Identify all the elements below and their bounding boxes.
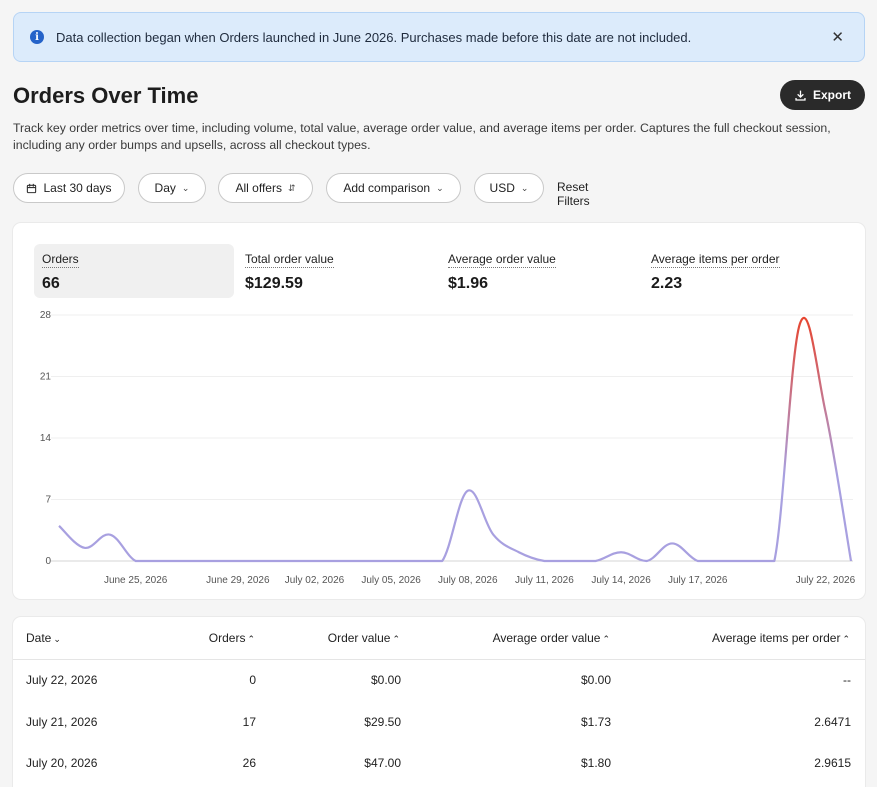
- metric-average-order-value[interactable]: Average order value $1.96: [440, 244, 640, 298]
- granularity-label: Day: [154, 181, 176, 195]
- cell-average-order-value: $0.00: [580, 673, 611, 687]
- x-tick-label: July 22, 2026: [796, 575, 856, 586]
- chevron-down-icon: ⌄: [436, 182, 444, 193]
- column-header-order-value[interactable]: Order value ⌃: [328, 631, 400, 645]
- info-banner: i Data collection began when Orders laun…: [13, 12, 865, 62]
- cell-order-value: $29.50: [364, 715, 401, 729]
- sort-toggle-icon: ⇵: [287, 182, 296, 193]
- cell-average-order-value: $1.73: [580, 715, 611, 729]
- export-button[interactable]: Export: [779, 80, 865, 110]
- table-header-divider: [13, 659, 865, 660]
- orders-line-chart: 0 7 14 21 28 June 25, 2026 June 29, 2026 July 0…: [40, 310, 856, 586]
- page-title: Orders Over Time: [13, 83, 199, 108]
- cell-average-order-value: $1.80: [580, 756, 611, 770]
- chevron-down-icon: ⌄: [520, 182, 529, 193]
- y-tick-label: 0: [45, 556, 51, 567]
- reset-filters-button[interactable]: Reset Filters: [557, 180, 590, 208]
- cell-average-items: 2.6471: [814, 715, 851, 729]
- column-header-orders[interactable]: Orders ⌃: [209, 631, 255, 645]
- y-tick-label: 21: [40, 372, 52, 383]
- x-tick-label: July 08, 2026: [438, 575, 498, 586]
- table-row: July 21, 2026 17 $29.50 $1.73 2.6471: [13, 715, 865, 756]
- metrics-chart-card: Orders 66 Total order value $129.59 Aver…: [13, 223, 865, 599]
- table-row: July 20, 2026 26 $47.00 $1.80 2.9615: [13, 756, 865, 787]
- cell-orders: 0: [249, 673, 256, 687]
- offers-label: All offers: [235, 181, 282, 195]
- metric-value: 66: [42, 275, 60, 292]
- sort-asc-icon: ⌃: [602, 634, 610, 644]
- table-row: July 22, 2026 0 $0.00 $0.00 --: [13, 673, 865, 714]
- cell-orders: 17: [242, 715, 256, 729]
- x-tick-label: June 25, 2026: [104, 575, 168, 586]
- page-description: Track key order metrics over time, inclu…: [13, 121, 831, 152]
- metric-label: Orders: [42, 252, 79, 268]
- close-icon[interactable]: ✕: [831, 29, 844, 46]
- comparison-label: Add comparison: [343, 181, 431, 195]
- metric-value: 2.23: [651, 275, 683, 292]
- metric-average-items-per-order[interactable]: Average items per order 2.23: [643, 244, 843, 298]
- metric-label: Average order value: [448, 252, 556, 268]
- column-header-label: Orders: [208, 631, 246, 645]
- currency-select[interactable]: USD ⌄: [474, 173, 544, 203]
- cell-order-value: $0.00: [370, 673, 401, 687]
- calendar-icon: [27, 183, 37, 193]
- date-range-filter[interactable]: Last 30 days: [13, 173, 125, 203]
- orders-table: Date ⌄ Orders ⌃ Order value ⌃ Average order…: [13, 617, 865, 787]
- cell-date: July 21, 2026: [26, 715, 98, 729]
- metric-label: Average items per order: [651, 252, 780, 268]
- column-header-label: Average order value: [492, 631, 601, 645]
- cell-average-items: 2.9615: [814, 756, 851, 770]
- column-header-average-items[interactable]: Average items per order ⌃: [712, 631, 850, 645]
- x-tick-label: July 17, 2026: [668, 575, 728, 586]
- currency-label: USD: [489, 181, 515, 195]
- export-label: Export: [812, 88, 851, 102]
- offers-select[interactable]: All offers ⇵: [218, 173, 313, 203]
- x-tick-label: June 29, 2026: [206, 575, 270, 586]
- cell-order-value: $47.00: [364, 756, 401, 770]
- metric-orders[interactable]: Orders 66: [34, 244, 234, 298]
- metric-value: $1.96: [448, 275, 489, 292]
- cell-orders: 26: [242, 756, 256, 770]
- x-tick-label: July 11, 2026: [515, 575, 574, 586]
- orders-series-line: [58, 316, 853, 563]
- download-icon: [795, 90, 806, 101]
- cell-date: July 20, 2026: [26, 756, 98, 770]
- info-icon: i: [30, 30, 44, 44]
- comparison-select[interactable]: Add comparison ⌄: [326, 173, 461, 203]
- column-header-label: Date: [26, 631, 52, 645]
- x-tick-label: July 14, 2026: [591, 575, 651, 586]
- x-tick-label: July 05, 2026: [361, 575, 421, 586]
- y-tick-label: 28: [40, 310, 52, 321]
- sort-asc-icon: ⌃: [392, 634, 400, 644]
- y-tick-label: 7: [45, 495, 51, 506]
- x-tick-label: July 02, 2026: [285, 575, 345, 586]
- date-range-label: Last 30 days: [43, 181, 112, 195]
- column-header-label: Order value: [327, 631, 391, 645]
- column-header-label: Average items per order: [711, 631, 841, 645]
- cell-date: July 22, 2026: [26, 673, 98, 687]
- metric-label: Total order value: [245, 252, 334, 268]
- sort-asc-icon: ⌃: [247, 634, 255, 644]
- chevron-down-icon: ⌄: [181, 182, 190, 193]
- y-tick-label: 14: [40, 433, 52, 444]
- cell-average-items: --: [843, 673, 851, 687]
- banner-message: Data collection began when Orders launch…: [56, 29, 692, 45]
- column-header-date[interactable]: Date ⌄: [26, 631, 61, 645]
- metric-value: $129.59: [245, 275, 303, 292]
- metric-total-order-value[interactable]: Total order value $129.59: [237, 244, 437, 298]
- sort-desc-icon: ⌄: [53, 634, 61, 644]
- granularity-select[interactable]: Day ⌄: [138, 173, 206, 203]
- column-header-average-order-value[interactable]: Average order value ⌃: [493, 631, 610, 645]
- sort-asc-icon: ⌃: [842, 634, 850, 644]
